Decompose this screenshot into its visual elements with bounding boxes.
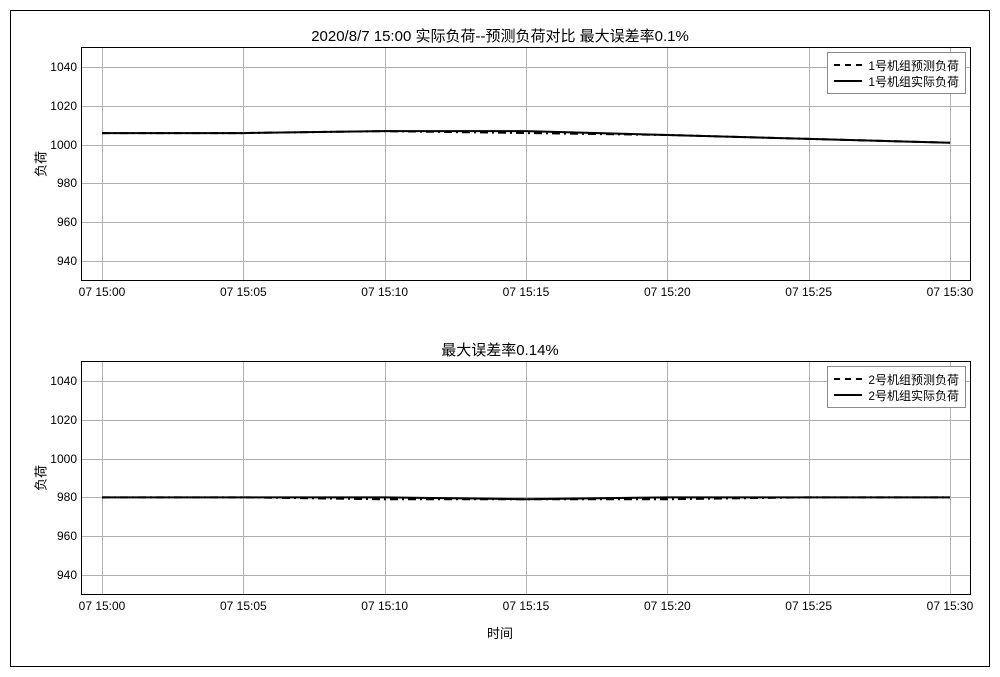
series-line-1 bbox=[102, 131, 950, 143]
xtick-label: 07 15:15 bbox=[503, 280, 550, 299]
figure-frame: 2020/8/7 15:00 实际负荷--预测负荷对比 最大误差率0.1% 1号… bbox=[10, 10, 990, 667]
solid-sample-icon bbox=[834, 394, 862, 396]
xtick-label: 07 15:00 bbox=[79, 280, 126, 299]
bottom-chart-title: 最大误差率0.14% bbox=[11, 339, 989, 360]
xtick-label: 07 15:00 bbox=[79, 594, 126, 613]
series-line-1 bbox=[102, 497, 950, 499]
xtick-label: 07 15:20 bbox=[644, 280, 691, 299]
top-legend-row-1: 1号机组实际负荷 bbox=[834, 73, 959, 89]
ytick-label: 960 bbox=[57, 215, 82, 229]
ytick-label: 980 bbox=[57, 176, 82, 190]
top-legend-row-0: 1号机组预测负荷 bbox=[834, 57, 959, 73]
bottom-legend-label-1: 2号机组实际负荷 bbox=[868, 387, 959, 404]
solid-sample-icon bbox=[834, 80, 862, 82]
bottom-legend-row-0: 2号机组预测负荷 bbox=[834, 371, 959, 387]
xtick-label: 07 15:05 bbox=[220, 594, 267, 613]
xtick-label: 07 15:30 bbox=[927, 280, 974, 299]
bottom-ylabel: 负荷 bbox=[31, 465, 50, 491]
ytick-label: 1000 bbox=[50, 452, 82, 466]
xtick-label: 07 15:25 bbox=[785, 280, 832, 299]
top-ylabel: 负荷 bbox=[31, 151, 50, 177]
bottom-legend-row-1: 2号机组实际负荷 bbox=[834, 387, 959, 403]
dashdot-sample-icon bbox=[834, 378, 862, 380]
ytick-label: 940 bbox=[57, 254, 82, 268]
ytick-label: 940 bbox=[57, 568, 82, 582]
top-legend-label-1: 1号机组实际负荷 bbox=[868, 73, 959, 90]
xtick-label: 07 15:05 bbox=[220, 280, 267, 299]
bottom-chart: 2号机组预测负荷 2号机组实际负荷 9409609801000102010400… bbox=[81, 361, 971, 595]
top-legend-label-0: 1号机组预测负荷 bbox=[868, 57, 959, 74]
xtick-label: 07 15:15 bbox=[503, 594, 550, 613]
ytick-label: 980 bbox=[57, 490, 82, 504]
ytick-label: 960 bbox=[57, 529, 82, 543]
ytick-label: 1000 bbox=[50, 138, 82, 152]
xtick-label: 07 15:10 bbox=[361, 594, 408, 613]
ytick-label: 1040 bbox=[50, 60, 82, 74]
ytick-label: 1020 bbox=[50, 413, 82, 427]
ytick-label: 1040 bbox=[50, 374, 82, 388]
xtick-label: 07 15:25 bbox=[785, 594, 832, 613]
xtick-label: 07 15:30 bbox=[927, 594, 974, 613]
xlabel: 时间 bbox=[11, 623, 989, 642]
top-chart-title: 2020/8/7 15:00 实际负荷--预测负荷对比 最大误差率0.1% bbox=[11, 25, 989, 46]
xtick-label: 07 15:20 bbox=[644, 594, 691, 613]
top-chart: 1号机组预测负荷 1号机组实际负荷 9409609801000102010400… bbox=[81, 47, 971, 281]
bottom-legend: 2号机组预测负荷 2号机组实际负荷 bbox=[827, 366, 966, 408]
ytick-label: 1020 bbox=[50, 99, 82, 113]
top-legend: 1号机组预测负荷 1号机组实际负荷 bbox=[827, 52, 966, 94]
dashdot-sample-icon bbox=[834, 64, 862, 66]
bottom-legend-label-0: 2号机组预测负荷 bbox=[868, 371, 959, 388]
xtick-label: 07 15:10 bbox=[361, 280, 408, 299]
